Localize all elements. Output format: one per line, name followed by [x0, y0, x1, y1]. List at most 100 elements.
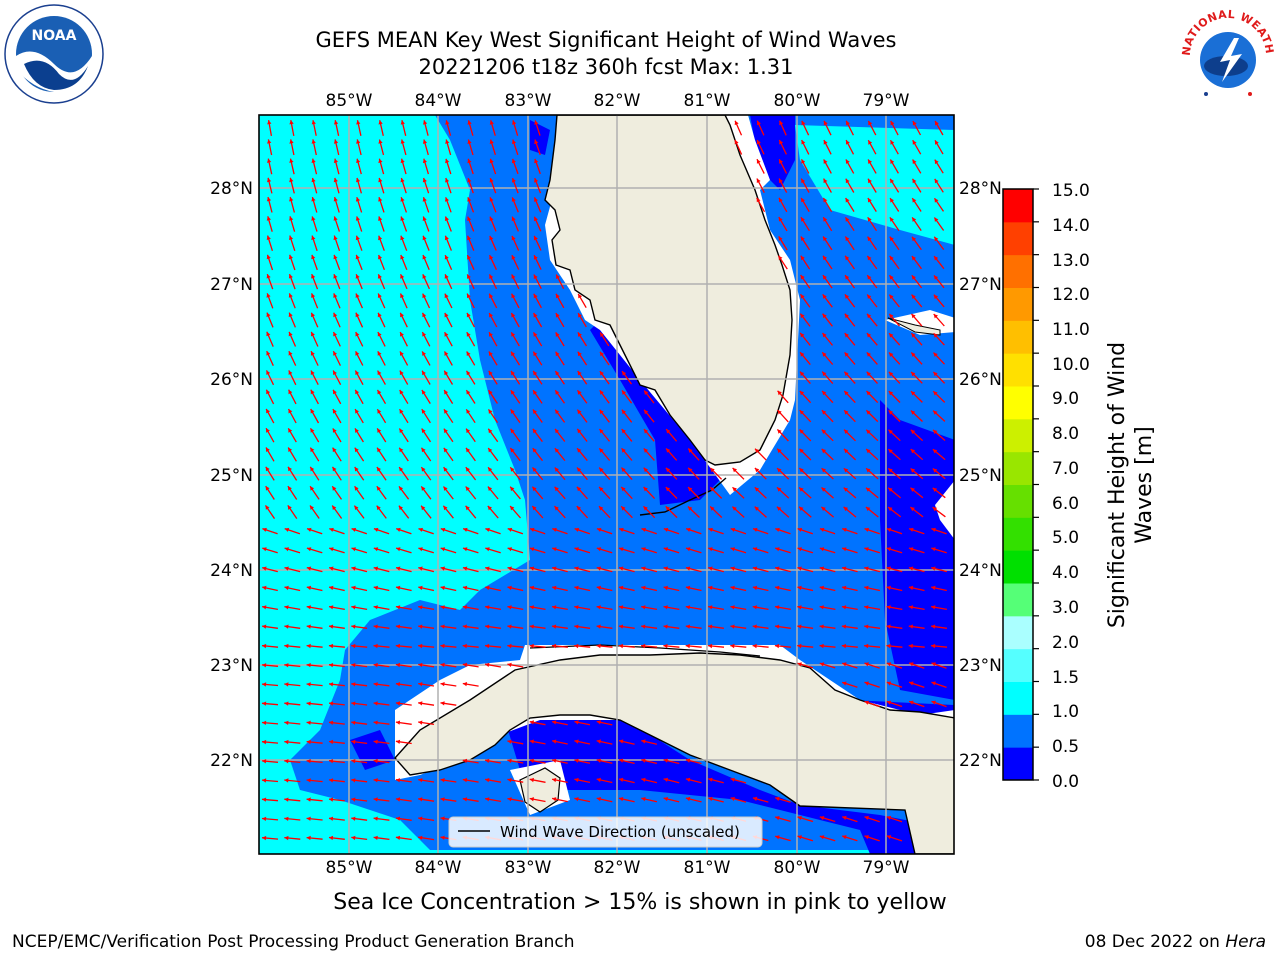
wave-direction-arrowhead [799, 487, 804, 492]
lat-label: 25°N [210, 466, 253, 486]
wave-direction-arrowhead [510, 467, 515, 472]
wave-direction-arrowhead [333, 197, 338, 202]
wave-direction-arrowhead [351, 759, 356, 764]
wave-direction-arrowhead [288, 409, 293, 414]
colorbar-tick: 9.0 [1052, 389, 1079, 409]
wave-direction-arrowhead [422, 178, 427, 183]
wave-direction-arrowhead [864, 527, 869, 532]
wave-direction-arrowhead [708, 585, 713, 591]
wave-direction-arrowhead [596, 547, 602, 552]
wave-direction-arrowhead [823, 255, 827, 261]
wave-direction-arrowhead [529, 777, 534, 783]
wave-direction-arrowhead [377, 293, 382, 298]
wave-direction-arrowhead [552, 777, 557, 783]
wave-direction-arrowhead [289, 120, 294, 125]
wave-direction-arrowhead [663, 547, 669, 552]
wave-direction-arrowhead [307, 855, 311, 859]
chart-title: GEFS MEAN Key West Significant Height of… [315, 28, 897, 52]
wave-direction-arrowhead [621, 467, 626, 472]
wave-direction-arrowhead [284, 855, 288, 859]
wave-direction-arrowhead [265, 505, 270, 510]
wave-direction-arrowhead [776, 506, 782, 511]
colorbar-segment [1003, 451, 1033, 485]
wave-direction-arrowhead [329, 739, 334, 745]
wave-direction-arrowhead [574, 739, 579, 744]
wave-direction-arrow [574, 856, 590, 859]
wave-direction-arrowhead [866, 391, 871, 396]
wave-direction-arrowhead [823, 178, 828, 184]
wave-direction-arrowhead [911, 333, 916, 338]
wave-direction-arrowhead [618, 605, 624, 610]
wave-direction-arrowhead [288, 312, 293, 318]
wave-direction-arrowhead [532, 448, 537, 453]
wave-direction-arrowhead [373, 720, 378, 725]
wave-direction-arrowhead [754, 487, 760, 492]
cuba-land [394, 652, 954, 854]
wave-direction-arrowhead [351, 663, 356, 668]
wave-direction-arrowhead [621, 409, 626, 415]
wave-direction-arrowhead [421, 390, 426, 395]
wave-direction-arrowhead [619, 527, 624, 532]
wave-direction-arrowhead [529, 797, 534, 802]
wave-direction-arrowhead [641, 758, 646, 763]
wave-direction-arrowhead [908, 643, 913, 649]
wave-direction-arrowhead [596, 797, 601, 802]
wave-direction-arrowhead [333, 139, 339, 144]
wave-direction-arrowhead [355, 312, 360, 318]
wave-direction-arrowhead [421, 505, 426, 511]
wave-direction-arrowhead [284, 701, 289, 706]
wave-direction-arrowhead [488, 448, 493, 453]
wave-direction-arrowhead [400, 293, 405, 298]
wave-direction-arrowhead [262, 663, 267, 668]
wave-direction-arrowhead [911, 352, 916, 357]
wave-direction-arrowhead [333, 235, 338, 241]
lon-labels-bottom: 85°W 84°W 83°W 82°W 81°W 80°W 79°W [326, 858, 910, 878]
wave-direction-arrowhead [731, 855, 735, 859]
wave-direction-arrowhead [867, 217, 872, 222]
nws-logo: NATIONAL WEATHER SERVICE [1176, 4, 1278, 106]
wave-direction-arrowhead [933, 391, 938, 396]
wave-direction-arrowhead [775, 835, 780, 840]
wave-direction-arrowhead [641, 777, 646, 782]
wave-direction-arrow [307, 857, 323, 859]
wave-direction-arrowhead [909, 700, 914, 705]
lon-labels-top: 85°W 84°W 83°W 82°W 81°W 80°W 79°W [326, 91, 910, 111]
wave-direction-arrowhead [821, 429, 827, 434]
wave-direction-arrowhead [600, 351, 604, 357]
lat-label: 22°N [210, 751, 253, 771]
wave-direction-arrowhead [378, 139, 383, 144]
wave-direction-arrowhead [777, 448, 782, 454]
lon-label: 85°W [326, 858, 373, 878]
wave-direction-arrowhead [377, 370, 382, 376]
wave-direction-arrowhead [845, 159, 850, 164]
wave-direction-arrowhead [845, 217, 850, 222]
wave-direction-arrowhead [532, 428, 537, 434]
wave-direction-arrowhead [422, 139, 428, 144]
wave-direction-arrowhead [663, 797, 668, 802]
wave-direction-arrowhead [418, 527, 423, 532]
wave-direction-arrowhead [395, 797, 401, 802]
wave-direction-arrowhead [844, 294, 850, 299]
wave-direction-arrowhead [867, 313, 872, 319]
wave-direction-arrowhead [532, 506, 537, 511]
wave-direction-arrowhead [511, 158, 516, 164]
wave-direction-arrowhead [467, 178, 472, 183]
wave-direction-arrowhead [552, 739, 557, 744]
wave-direction-arrowhead [463, 527, 468, 532]
wave-direction-arrowhead [732, 487, 737, 492]
wave-direction-arrowhead [311, 235, 316, 240]
wave-direction-arrowhead [866, 333, 872, 338]
wave-direction-arrowhead [797, 643, 802, 649]
colorbar-segment [1003, 353, 1033, 387]
wave-direction-arrowhead [373, 682, 378, 687]
wave-direction-arrowhead [462, 778, 468, 783]
wave-direction-arrowhead [800, 294, 805, 299]
wave-direction-arrowhead [262, 605, 267, 610]
wave-direction-arrowhead [886, 700, 892, 705]
wave-direction-arrowhead [778, 236, 783, 241]
wave-direction-arrowhead [644, 409, 649, 415]
wave-direction-arrowhead [643, 506, 648, 511]
wave-direction-arrowhead [310, 370, 315, 375]
colorbar-segment [1003, 386, 1033, 420]
wave-direction-arrowhead [889, 294, 894, 299]
